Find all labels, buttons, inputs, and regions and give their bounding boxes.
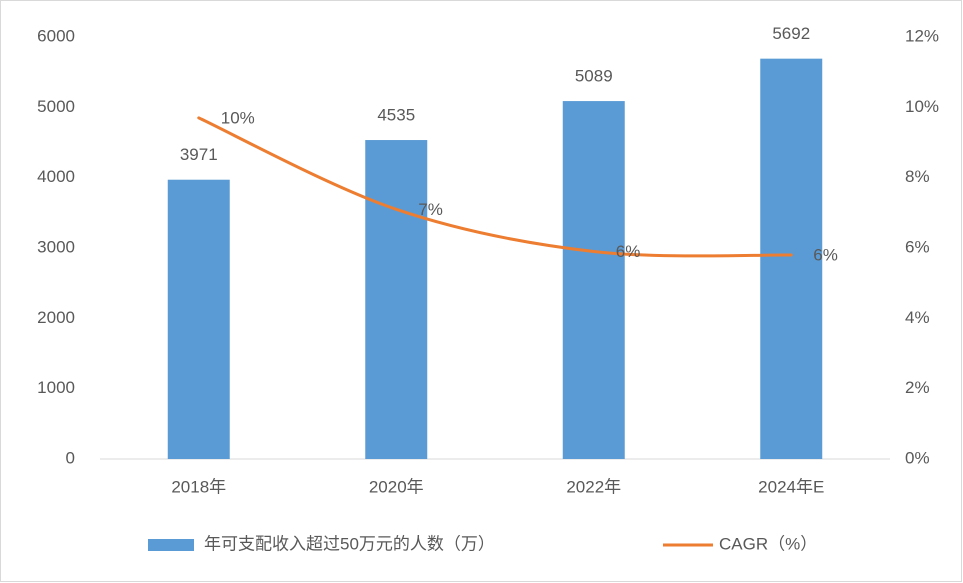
y-tick-label: 4000 [37, 167, 75, 186]
bar [760, 58, 823, 460]
x-tick-label: 2018年 [171, 477, 226, 496]
y-tick-label: 3000 [37, 237, 75, 256]
x-tick-label: 2024年E [758, 477, 824, 496]
line-value-label: 6% [616, 242, 641, 261]
y2-tick-label: 12% [905, 26, 939, 45]
legend-label: 年可支配收入超过50万元的人数（万） [204, 534, 495, 553]
y-tick-label: 6000 [37, 26, 75, 45]
bar [365, 140, 428, 459]
bar [562, 101, 625, 459]
legend-label: CAGR（%） [719, 534, 817, 553]
line [197, 116, 793, 258]
x-tick-label: 2020年 [369, 477, 424, 496]
legend-swatch [148, 539, 194, 551]
bar-value-label: 3971 [180, 145, 218, 164]
y2-tick-label: 10% [905, 97, 939, 116]
y2-tick-label: 0% [905, 448, 930, 467]
y2-tick-label: 6% [905, 237, 930, 256]
x-tick-label: 2022年 [566, 477, 621, 496]
bar-value-label: 4535 [377, 106, 415, 125]
bar [167, 179, 230, 459]
y2-tick-label: 4% [905, 308, 930, 327]
y2-tick-label: 2% [905, 378, 930, 397]
y-tick-label: 1000 [37, 378, 75, 397]
y-tick-label: 0 [66, 448, 75, 467]
bar-value-label: 5692 [772, 24, 810, 43]
line-value-label: 6% [813, 246, 838, 265]
line-value-label: 7% [418, 200, 443, 219]
y2-tick-label: 8% [905, 167, 930, 186]
y-tick-label: 5000 [37, 97, 75, 116]
bar-value-label: 5089 [575, 67, 613, 86]
line-value-label: 10% [221, 108, 255, 127]
y-tick-label: 2000 [37, 308, 75, 327]
